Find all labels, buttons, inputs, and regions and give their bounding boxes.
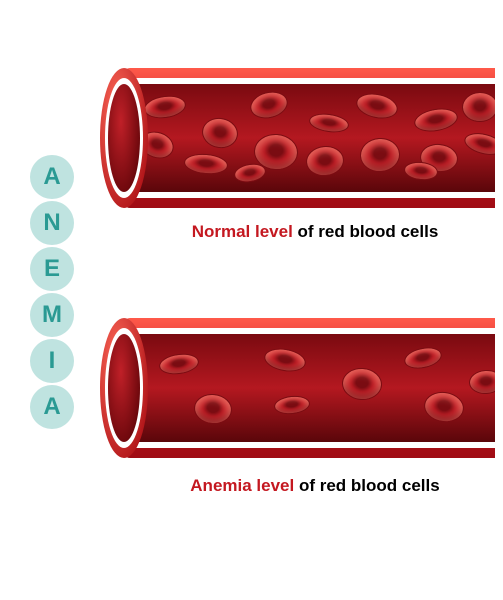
red-blood-cell (158, 351, 200, 376)
red-blood-cell (461, 91, 495, 122)
vessel-normal (100, 68, 495, 208)
red-blood-cell (359, 137, 401, 174)
red-blood-cell (143, 93, 188, 121)
red-blood-cell (193, 392, 234, 426)
vessel-anemia-lumen (124, 334, 495, 442)
title-letter: M (30, 293, 74, 337)
title-letter: E (30, 247, 74, 291)
red-blood-cell (308, 111, 350, 134)
title-letter: A (30, 385, 74, 429)
red-blood-cell (462, 129, 495, 158)
vessel-anemia-cap (100, 316, 148, 460)
red-blood-cell (412, 105, 459, 134)
title-letter: A (30, 155, 74, 199)
red-blood-cell (422, 389, 466, 424)
caption-anemia-rest: of red blood cells (294, 476, 439, 495)
vessel-normal-lumen (124, 84, 495, 192)
red-blood-cell (468, 369, 495, 395)
title-letter-stack: ANEMIA (30, 155, 74, 429)
red-blood-cell (233, 161, 268, 184)
vessel-anemia-body (124, 318, 495, 458)
vessel-anemia (100, 318, 495, 458)
red-blood-cell (305, 144, 346, 178)
title-letter: I (30, 339, 74, 383)
red-blood-cell (341, 367, 383, 402)
cap-inner (108, 334, 140, 442)
red-blood-cell (402, 344, 443, 371)
red-blood-cell (247, 88, 290, 122)
caption-normal: Normal level of red blood cells (135, 222, 495, 242)
cap-inner (108, 84, 140, 192)
vessel-normal-body (124, 68, 495, 208)
red-blood-cell (262, 346, 307, 375)
title-letter: N (30, 201, 74, 245)
caption-anemia-accent: Anemia level (190, 476, 294, 495)
caption-normal-accent: Normal level (192, 222, 293, 241)
caption-normal-rest: of red blood cells (293, 222, 438, 241)
red-blood-cell (273, 394, 311, 416)
red-blood-cell (200, 115, 241, 151)
red-blood-cell (183, 152, 229, 176)
red-blood-cell (354, 90, 400, 122)
caption-anemia: Anemia level of red blood cells (135, 476, 495, 496)
vessel-normal-cap (100, 66, 148, 210)
